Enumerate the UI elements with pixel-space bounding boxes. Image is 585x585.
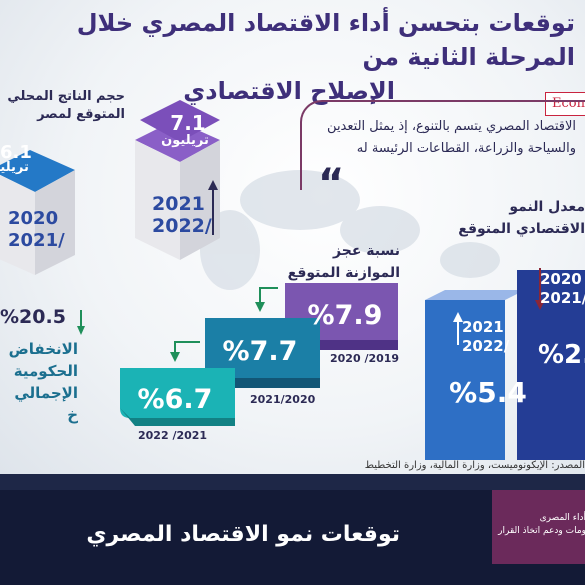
gdp-year-2021: 2020 2021/ xyxy=(8,208,68,252)
deficit-label: نسبة عجز الموازنة المتوقع xyxy=(270,240,400,284)
source-text: المصدر: الإيكونوميست، وزارة المالية، وزا… xyxy=(364,460,585,471)
deficit-year-2020: 2020 /2019 xyxy=(330,352,400,365)
cube-top-2021 xyxy=(0,150,75,192)
growth-bar-top-2022 xyxy=(425,290,525,300)
gdp-unit-2021: تريليون xyxy=(0,160,29,175)
cube-right-2022 xyxy=(180,140,220,260)
deficit-value-2021: %7.7 xyxy=(222,336,298,367)
deficit-value-2020: %7.9 xyxy=(307,300,383,331)
gdp-year-2022-bottom: 2022/ xyxy=(152,215,212,237)
quote-line-1: الاقتصاد المصري يتسم بالتنوع، إذ يمثل ال… xyxy=(327,119,576,134)
page-title: توقعات بتحسن أداء الاقتصاد المصري خلال ا… xyxy=(15,6,575,108)
cube-left-2021 xyxy=(0,174,35,275)
deficit-arrow-2-icon xyxy=(174,341,200,354)
growth-label-line-2: الاقتصادي المتوقع xyxy=(458,221,585,237)
gdp-unit-2022: تريليون xyxy=(161,133,209,148)
gdp-value-2021: 6.1 xyxy=(0,142,32,163)
growth-value-2021: %2.8 xyxy=(538,340,585,370)
debt-description: الانخفاض الحكومية الإجمالي خ xyxy=(0,338,78,426)
growth-year-2021: 2020 2021/ xyxy=(540,270,585,308)
deficit-label-line-1: نسبة عجز xyxy=(333,243,400,259)
quote-line-2: والسياحة والزراعة، القطاعات الرئيسة له xyxy=(356,141,576,156)
growth-year-2021-top: 2020 xyxy=(540,270,582,288)
gdp-year-2022: 2021 2022/ xyxy=(152,193,212,237)
footer-title: توقعات نمو الاقتصاد المصري xyxy=(86,522,400,547)
debt-line-2: الحكومية xyxy=(13,362,78,380)
gdp-value-2022: 7.1 xyxy=(170,111,206,135)
deficit-arrow-1-icon xyxy=(259,287,278,304)
economist-logo: Econ xyxy=(545,92,585,116)
debt-down-arrow-icon xyxy=(77,310,85,335)
cube-cap-2022 xyxy=(140,100,220,142)
growth-label: معدل النمو الاقتصادي المتوقع xyxy=(440,196,585,240)
brand-line-2: ومات ودعم اتخاذ القرار xyxy=(498,526,585,536)
deficit-step-2022 xyxy=(120,368,235,418)
deficit-value-2022: %6.7 xyxy=(137,384,213,415)
brand-line-1: أداء المصرى xyxy=(539,513,585,523)
debt-line-3: الإجمالي خ xyxy=(14,384,78,424)
gdp-year-2021-top: 2020 xyxy=(8,208,59,229)
deficit-year-2021: 2021/2020 xyxy=(250,393,316,406)
quote-text: الاقتصاد المصري يتسم بالتنوع، إذ يمثل ال… xyxy=(286,116,576,160)
deficit-arrow-2-head-icon xyxy=(170,352,180,362)
deficit-step-2022-shade xyxy=(120,408,235,426)
growth-up-arrow-head-icon xyxy=(453,312,463,322)
growth-year-2022-bottom: 2022/ xyxy=(462,337,510,355)
cube-left-2022 xyxy=(135,140,180,260)
growth-bar-2022 xyxy=(425,300,505,460)
source-bar xyxy=(0,474,585,490)
brand-badge: أداء المصرى ومات ودعم اتخاذ القرار xyxy=(492,490,585,564)
gdp-cubes-graphic xyxy=(0,100,220,275)
growth-year-2021-bottom: 2021/ xyxy=(540,289,585,307)
growth-year-2022: 2021 2022/ xyxy=(462,318,512,356)
gdp-label-line-2: المتوقع لمصر xyxy=(37,107,125,122)
debt-line-1: الانخفاض xyxy=(8,340,78,358)
debt-value: %20.5 xyxy=(0,306,66,328)
growth-bar-2021 xyxy=(517,270,585,460)
gdp-year-2021-bottom: 2021/ xyxy=(8,230,65,251)
cube-top-2022 xyxy=(135,120,220,162)
deficit-steps-graphic xyxy=(120,283,398,426)
cube-right-2021 xyxy=(35,170,75,275)
gdp-label: حجم الناتج المحلي المتوقع لمصر xyxy=(0,88,125,124)
gdp-arrow-head-icon xyxy=(208,180,218,190)
growth-year-2022-top: 2021 xyxy=(462,318,504,336)
deficit-year-2022: 2022 /2021 xyxy=(138,429,208,442)
deficit-arrow-1-head-icon xyxy=(255,302,265,312)
quote-frame xyxy=(300,100,585,190)
growth-value-2022: %5.4 xyxy=(449,376,527,409)
deficit-label-line-2: الموازنة المتوقع xyxy=(287,265,400,281)
growth-down-arrow-head-icon xyxy=(535,300,545,310)
footer-bar xyxy=(0,490,585,585)
world-map-decoration xyxy=(200,170,500,290)
growth-bars-graphic xyxy=(425,268,585,460)
gdp-year-2022-top: 2021 xyxy=(152,193,205,215)
growth-label-line-1: معدل النمو xyxy=(509,199,585,215)
gdp-label-line-1: حجم الناتج المحلي xyxy=(7,89,125,104)
title-line-1: توقعات بتحسن أداء الاقتصاد المصري خلال ا… xyxy=(76,9,575,71)
quote-mark-icon: “ xyxy=(318,161,345,207)
deficit-step-2021 xyxy=(205,318,320,378)
